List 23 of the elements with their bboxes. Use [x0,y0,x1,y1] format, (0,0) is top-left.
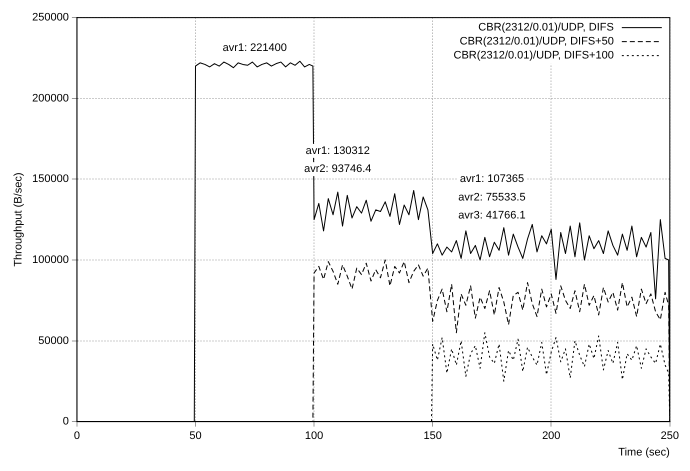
y-tick-label: 50000 [38,334,69,347]
y-tick-label: 250000 [32,12,69,24]
y-tick-label: 200000 [32,92,69,104]
x-tick-label: 50 [189,430,202,442]
y-tick-label: 100000 [32,254,69,266]
x-axis-title: Time (sec) [618,446,670,458]
x-tick-label: 100 [304,430,324,442]
x-tick-label: 200 [542,430,560,442]
annotation: avr1: 107365 [460,173,524,186]
legend-label: CBR(2312/0.01)/UDP, DIFS+50 [460,36,614,48]
x-tick-label: 250 [660,430,680,442]
annotation: avr3: 41766.1 [458,210,526,222]
annotation: avr2: 75533.5 [458,191,526,204]
annotation: avr1: 130312 [306,144,370,157]
y-tick-label: 150000 [32,173,69,186]
annotation: avr1: 221400 [222,42,287,54]
y-tick-label: 0 [62,416,69,428]
y-axis-title: Throughput (B/sec) [12,172,25,267]
legend-label: CBR(2312/0.01)/UDP, DIFS [478,22,614,34]
x-tick-label: 150 [423,430,442,442]
x-tick-label: 0 [74,430,80,442]
annotation: avr2: 93746.4 [304,163,372,176]
legend-label: CBR(2312/0.01)/UDP, DIFS+100 [454,50,614,62]
